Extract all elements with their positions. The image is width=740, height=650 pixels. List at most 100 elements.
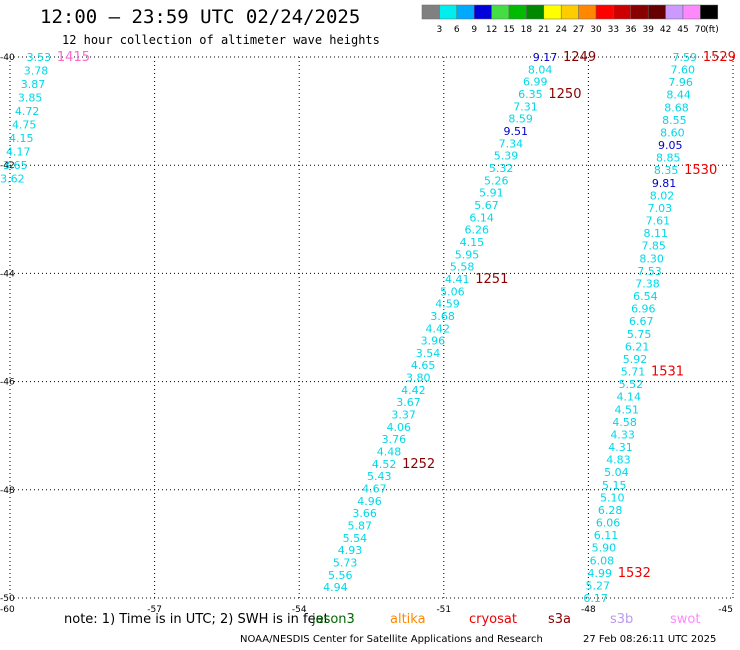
wave-height-value: 4.31	[608, 441, 633, 454]
timestamp: 27 Feb 08:26:11 UTC 2025	[583, 634, 717, 645]
lat-tick-label: -40	[0, 53, 15, 63]
wave-height-value: 6.67	[629, 315, 654, 328]
wave-height-value: 4.33	[610, 428, 635, 441]
wave-height-value: 6.35	[518, 88, 543, 101]
wave-height-value: 3.85	[18, 92, 43, 105]
legend-label: 42	[660, 25, 671, 35]
wave-height-value: 4.48	[377, 446, 402, 459]
wave-height-value: 4.42	[425, 322, 450, 335]
wave-height-value: 3.76	[382, 433, 407, 446]
wave-height-value: 7.61	[646, 215, 671, 228]
wave-height-value: 8.59	[508, 113, 533, 126]
wave-height-value: 6.26	[465, 224, 490, 237]
wave-height-value: 6.14	[469, 211, 494, 224]
wave-height-value: 6.96	[631, 303, 656, 316]
wave-height-value: 3.80	[406, 372, 431, 385]
wave-height-legend: 3 6 9 12 15 18 21 24 27 30 33 36 39 42 45 70 (ft)	[421, 4, 719, 35]
wave-height-value: 6.08	[590, 554, 615, 567]
time-label: 1252	[402, 457, 435, 472]
wave-height-value: 8.44	[666, 89, 691, 102]
lon-tick-label: -54	[292, 605, 307, 615]
legend-swatch	[700, 4, 719, 20]
wave-height-value: 4.42	[401, 384, 426, 397]
lon-tick-label: -48	[581, 605, 596, 615]
wave-height-value: 3.37	[391, 409, 416, 422]
time-label: 1250	[548, 87, 581, 102]
wave-height-value: 4.94	[323, 581, 348, 594]
lat-tick-label: -46	[0, 378, 15, 388]
wave-height-value: 4.67	[362, 483, 387, 496]
legend-label: 21	[538, 25, 549, 35]
wave-height-value: 3.87	[21, 78, 46, 91]
time-label: 1530	[684, 163, 717, 178]
wave-height-value: 4.99	[588, 567, 613, 580]
wave-height-value: 4.58	[612, 416, 637, 429]
legend-label: 33	[608, 25, 619, 35]
lon-tick-label: -45	[718, 605, 733, 615]
wave-height-value: 7.34	[499, 137, 524, 150]
satellite-label: s3a	[548, 612, 572, 627]
satellite-label: swot	[670, 612, 701, 627]
satellite-track: 9.178.046.996.357.318.599.517.345.395.32…	[323, 50, 596, 594]
wave-height-value: 5.06	[440, 285, 465, 298]
wave-height-value: 3.66	[352, 507, 377, 520]
legend-label: 45	[677, 25, 688, 35]
wave-height-value: 7.31	[513, 100, 538, 113]
lat-tick-label: -48	[0, 486, 15, 496]
wave-height-value: 5.75	[627, 328, 652, 341]
wave-height-value: 4.17	[6, 146, 31, 159]
wave-height-value: 4.96	[357, 495, 382, 508]
wave-height-value: 5.39	[494, 150, 519, 163]
lat-tick-label: -42	[0, 161, 15, 171]
satellite-label: cryosat	[469, 612, 517, 627]
legend-unit: (ft)	[705, 25, 719, 35]
legend-label: 24	[555, 25, 567, 35]
wave-height-value: 7.03	[648, 202, 673, 215]
wave-height-value: 3.65	[3, 159, 28, 172]
wave-height-value: 4.59	[435, 298, 460, 311]
wave-height-value: 4.41	[445, 273, 470, 286]
wave-height-value: 5.43	[367, 470, 392, 483]
wave-height-value: 5.91	[479, 187, 504, 200]
wave-height-value: 3.54	[416, 347, 441, 360]
wave-height-value: 5.54	[343, 532, 368, 545]
wave-height-value: 4.15	[9, 132, 34, 145]
wave-height-value: 6.28	[598, 504, 623, 517]
wave-height-value: 3.68	[430, 310, 455, 323]
satellite-track: 3.533.783.873.854.724.754.154.173.653.62…	[0, 50, 90, 186]
wave-height-value: 5.26	[484, 174, 509, 187]
wave-height-value: 6.11	[594, 529, 619, 542]
satellite-track: 7.597.607.968.448.688.558.609.058.858.35…	[583, 50, 736, 605]
wave-height-value: 3.78	[24, 65, 49, 78]
wave-height-value: 5.71	[621, 366, 646, 379]
legend-label: 36	[625, 25, 637, 35]
wave-height-value: 4.52	[372, 458, 397, 471]
wave-height-value: 3.62	[0, 173, 25, 186]
wave-height-value: 9.05	[658, 139, 683, 152]
page-subtitle: 12 hour collection of altimeter wave hei…	[62, 33, 380, 47]
wave-height-value: 5.04	[604, 466, 629, 479]
legend-label: 6	[454, 25, 460, 35]
wave-height-value: 4.93	[338, 544, 363, 557]
wave-height-value: 8.60	[660, 126, 685, 139]
wave-height-value: 8.35	[654, 164, 679, 177]
wave-height-value: 3.96	[421, 335, 446, 348]
wave-height-value: 5.52	[619, 378, 644, 391]
lon-tick-label: -57	[147, 605, 162, 615]
time-label: 1531	[651, 365, 684, 380]
wave-height-value: 8.04	[528, 63, 553, 76]
legend-label: 39	[642, 25, 654, 35]
graticule: -60 -57 -54 -51 -48 -45 -40 -42 -44 -46 -48 -50	[0, 53, 734, 615]
time-label: 1532	[618, 566, 651, 581]
wave-height-value: 5.87	[347, 520, 372, 533]
wave-height-value: 7.59	[673, 51, 698, 64]
legend-label: 3	[437, 25, 443, 35]
satellite-label: altika	[390, 612, 426, 627]
legend-label: 15	[503, 25, 514, 35]
legend-label: 12	[486, 25, 497, 35]
units-note: note: 1) Time is in UTC; 2) SWH is in fe…	[64, 612, 329, 627]
wave-height-value: 6.99	[523, 76, 548, 89]
wave-height-value: 4.65	[411, 359, 436, 372]
wave-height-value: 8.02	[650, 189, 675, 202]
